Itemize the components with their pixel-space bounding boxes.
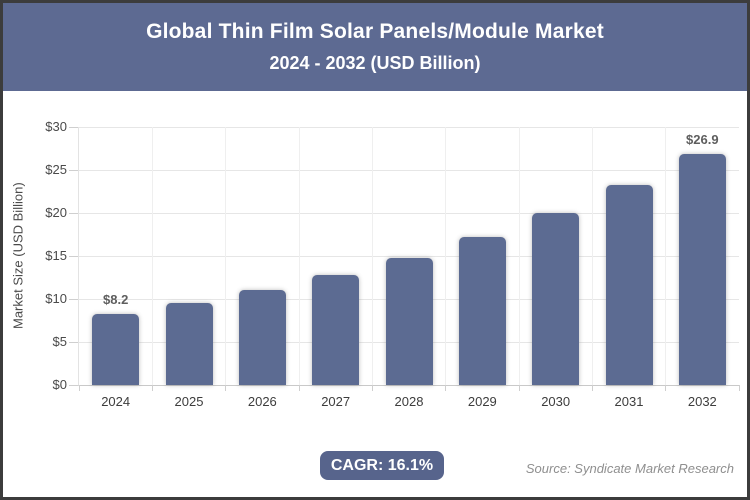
plot-area: $0 $5 $10 $15 $20 $25 $30 2024 $8.2 2025 2026 2027 2… <box>45 119 740 409</box>
y-tick-mark <box>69 255 78 257</box>
y-tick-mark <box>69 298 78 300</box>
bar-2028 <box>385 257 433 385</box>
chart-header: Global Thin Film Solar Panels/Module Mar… <box>3 3 747 91</box>
source-attribution: Source: Syndicate Market Research <box>525 461 734 476</box>
cagr-badge: CAGR: 16.1% <box>320 451 444 480</box>
x-tick-mark <box>78 385 80 391</box>
v-gridline <box>151 127 153 385</box>
bar-2030 <box>532 213 580 385</box>
x-tick-label-2030: 2030 <box>541 394 571 409</box>
chart-title: Global Thin Film Solar Panels/Module Mar… <box>146 20 604 43</box>
bar-2024 <box>92 314 140 385</box>
bar-2032 <box>678 153 726 385</box>
x-tick-label-2031: 2031 <box>614 394 644 409</box>
x-tick-label-2029: 2029 <box>467 394 497 409</box>
v-gridline <box>298 127 300 385</box>
bar-2027 <box>312 274 360 385</box>
v-gridline <box>371 127 373 385</box>
h-gridline <box>79 169 739 171</box>
x-tick-label-2032: 2032 <box>687 394 717 409</box>
bar-value-label-2032: $26.9 <box>686 131 719 147</box>
v-gridline <box>665 127 667 385</box>
x-tick-mark <box>445 385 447 391</box>
y-tick-mark <box>69 384 78 386</box>
y-tick-label: $20 <box>45 205 67 220</box>
x-tick-mark <box>225 385 227 391</box>
x-tick-label-2028: 2028 <box>394 394 424 409</box>
bar-2029 <box>458 237 506 385</box>
bar-2026 <box>238 290 286 385</box>
y-tick-mark <box>69 212 78 214</box>
x-tick-mark <box>665 385 667 391</box>
y-tick-label: $0 <box>52 377 67 392</box>
h-gridline <box>79 126 739 128</box>
x-tick-label-2025: 2025 <box>174 394 204 409</box>
x-tick-label-2024: 2024 <box>101 394 131 409</box>
v-gridline <box>225 127 227 385</box>
bar-2031 <box>605 185 653 385</box>
x-tick-mark <box>738 385 740 391</box>
chart-subtitle: 2024 - 2032 (USD Billion) <box>269 53 481 73</box>
x-tick-mark <box>518 385 520 391</box>
y-tick-label: $15 <box>45 248 67 263</box>
y-tick-mark <box>69 341 78 343</box>
bar-value-label-2024: $8.2 <box>103 292 129 308</box>
bar-2025 <box>165 303 213 385</box>
x-tick-mark <box>591 385 593 391</box>
y-tick-label: $5 <box>52 334 67 349</box>
h-gridline <box>79 212 739 214</box>
x-tick-label-2027: 2027 <box>321 394 351 409</box>
x-tick-mark <box>151 385 153 391</box>
y-tick-label: $10 <box>45 291 67 306</box>
x-tick-mark <box>298 385 300 391</box>
x-tick-label-2026: 2026 <box>247 394 277 409</box>
x-tick-mark <box>371 385 373 391</box>
h-gridline <box>79 255 739 257</box>
cagr-label: CAGR: 16.1% <box>330 456 434 474</box>
y-tick-mark <box>69 169 78 171</box>
y-tick-label: $25 <box>45 162 67 177</box>
v-gridline <box>445 127 447 385</box>
v-gridline <box>591 127 593 385</box>
v-gridline <box>518 127 520 385</box>
y-tick-label: $30 <box>45 119 67 134</box>
y-tick-mark <box>69 126 78 128</box>
